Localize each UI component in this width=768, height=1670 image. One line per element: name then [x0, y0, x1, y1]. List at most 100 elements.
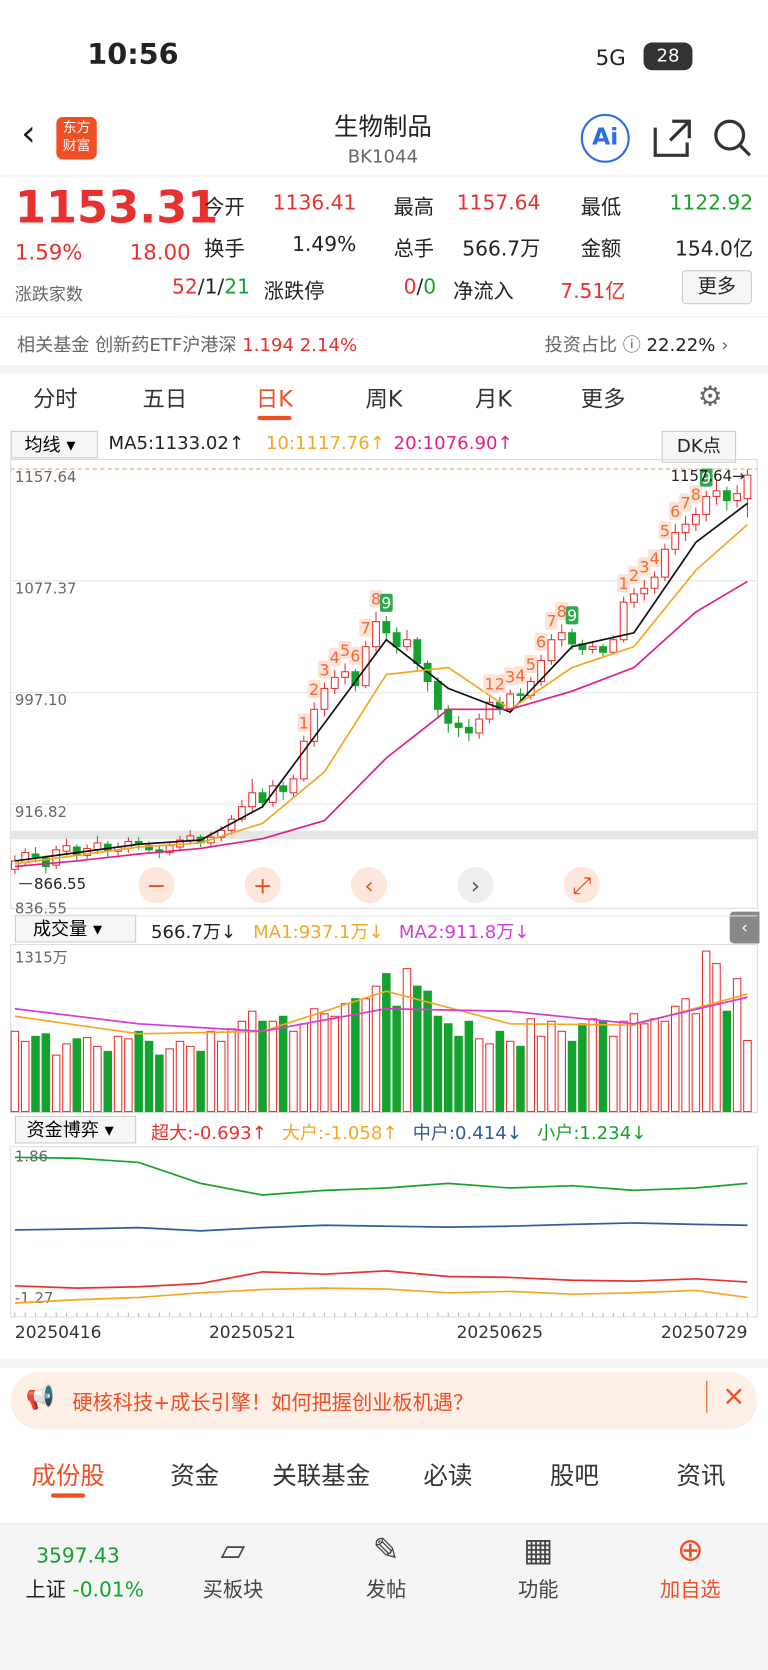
- collapse[interactable]: ‹: [729, 911, 760, 944]
- index-value: 3597.43: [36, 1544, 120, 1568]
- tag-bg: [493, 674, 507, 693]
- volume-bar: [278, 1015, 288, 1113]
- zoom-button[interactable]: [351, 866, 388, 904]
- bottom-tab[interactable]: 成份股: [4, 1455, 132, 1498]
- tag-bg: [369, 589, 383, 608]
- y-tick-label: -1.27: [15, 1289, 54, 1307]
- ma-line: [14, 580, 748, 868]
- volume-bar: [268, 1020, 278, 1113]
- tag: 8: [371, 589, 381, 608]
- tab[interactable]: 五日: [142, 386, 188, 412]
- candle-body: [733, 493, 742, 502]
- battery: 28: [643, 42, 693, 71]
- candle-body: [413, 639, 422, 664]
- nav-icon[interactable]: ▦: [523, 1531, 554, 1569]
- index-change: -0.01%: [72, 1578, 144, 1602]
- tab[interactable]: 更多: [580, 386, 626, 412]
- zoom-icon: ‹: [364, 872, 373, 900]
- tag-bg: [483, 674, 496, 693]
- candle-body: [557, 632, 566, 641]
- stat-label: 换手: [204, 237, 245, 261]
- bottom-tab[interactable]: 关联基金: [272, 1462, 371, 1491]
- more-button[interactable]: 更多: [681, 270, 753, 305]
- tag: 4: [515, 666, 525, 685]
- fund-row[interactable]: 相关基金 创新药ETF沪港深 1.194 2.14%: [17, 330, 357, 356]
- zoom-icon: +: [253, 872, 273, 900]
- volume-bar: [124, 1038, 133, 1113]
- ratio[interactable]: 投资占比 ⓘ 22.22% ›: [544, 335, 729, 357]
- candle-body: [258, 792, 267, 804]
- zoom-button[interactable]: [244, 866, 281, 904]
- y-tick-label: 836.55: [15, 900, 67, 918]
- tag: 7: [546, 612, 556, 631]
- up: 52: [172, 275, 198, 299]
- zoom-button[interactable]: [563, 866, 600, 904]
- nav-icon[interactable]: ⊕: [676, 1531, 704, 1569]
- candle-body: [619, 601, 628, 641]
- tab[interactable]: 周K: [365, 386, 403, 412]
- tag-bg: [617, 574, 631, 593]
- share-icon[interactable]: [653, 119, 691, 157]
- ai-button[interactable]: Ai: [580, 113, 630, 163]
- index: 上证 -0.01%: [26, 1574, 144, 1603]
- zoom-icon: ›: [471, 872, 480, 900]
- candle-body: [186, 835, 195, 841]
- stat-value: 154.0亿: [675, 237, 754, 261]
- close[interactable]: ×: [706, 1380, 745, 1413]
- tab[interactable]: 分时: [32, 386, 78, 412]
- volume-bar: [289, 1030, 298, 1113]
- volume-bar: [93, 1045, 102, 1113]
- breadth-label: 涨跌家数: [14, 284, 83, 305]
- search-icon[interactable]: [714, 119, 746, 151]
- back[interactable]: ‹: [21, 112, 36, 156]
- tag-bg: [359, 618, 373, 637]
- ma-line: [14, 523, 749, 865]
- divider: [0, 315, 768, 317]
- candle-body: [640, 587, 649, 595]
- tag-bg: [658, 521, 672, 540]
- volume-bar: [640, 1023, 649, 1113]
- nav-item[interactable]: 加自选: [660, 1578, 721, 1602]
- bottom-tab[interactable]: 股吧: [549, 1462, 599, 1491]
- down: 0: [423, 275, 437, 299]
- nav-icon[interactable]: ▱: [220, 1531, 246, 1569]
- indicator-select[interactable]: 均线 ▾: [10, 430, 98, 459]
- tag: 3: [505, 667, 515, 686]
- volume-select[interactable]: 成交量 ▾: [14, 914, 137, 943]
- candle-body: [310, 708, 319, 742]
- bottom-tab[interactable]: 资金: [170, 1462, 220, 1491]
- low-marker: 866.55: [34, 875, 86, 893]
- nav-item[interactable]: 功能: [518, 1578, 559, 1602]
- zoom-button[interactable]: [457, 866, 494, 904]
- settings-icon[interactable]: ⚙: [697, 380, 723, 413]
- bottom-tab[interactable]: 必读: [423, 1462, 473, 1491]
- date-label: 20250625: [457, 1323, 544, 1340]
- volume-bar: [660, 1020, 670, 1113]
- nav-item[interactable]: 发帖: [365, 1578, 407, 1602]
- nav-icon[interactable]: ✎: [372, 1531, 400, 1569]
- dk-button[interactable]: DK点: [661, 430, 737, 463]
- code: BK1044: [347, 146, 419, 169]
- frame: [10, 458, 758, 909]
- tag-bg: [328, 648, 342, 667]
- tab[interactable]: 日K: [230, 382, 319, 421]
- zoom-icon: ⤢: [572, 872, 591, 900]
- index-name: 上证: [25, 1578, 66, 1602]
- volume-bar: [526, 1018, 536, 1113]
- volume-bar: [474, 1038, 484, 1113]
- tag: 5: [340, 641, 350, 660]
- volume-ma-line: [14, 990, 748, 1035]
- tab[interactable]: 月K: [475, 386, 513, 412]
- tag: 6: [350, 647, 360, 666]
- bottom-tab[interactable]: 资讯: [676, 1462, 726, 1491]
- nav-item[interactable]: 买板块: [202, 1578, 264, 1602]
- banner[interactable]: 📢 硬核科技+成长引擎！如何把握创业板机遇？ ×: [10, 1372, 758, 1430]
- tag: 7: [361, 619, 371, 638]
- zoom-button[interactable]: [138, 866, 175, 904]
- y-tick-label: 916.82: [15, 803, 67, 821]
- fund-select[interactable]: 资金博弈 ▾: [14, 1115, 137, 1144]
- fund-legend-item: 小户:1.234↓: [537, 1123, 647, 1145]
- search-icon[interactable]: [739, 144, 752, 157]
